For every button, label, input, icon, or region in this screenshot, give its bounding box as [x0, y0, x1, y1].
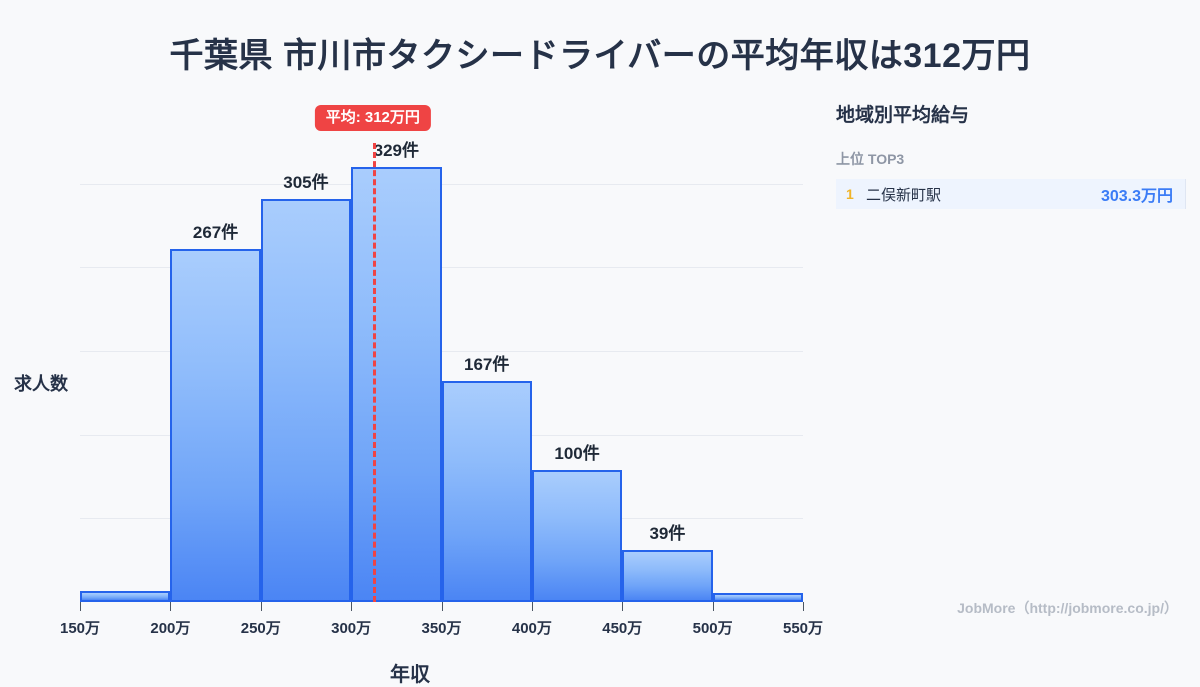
histogram-chart: 求人数 267件 305件 329件 167件 100件 39件 150万 200万 250万 3… — [0, 90, 823, 686]
histogram-bar — [80, 591, 171, 602]
y-axis-label: 求人数 — [14, 374, 68, 394]
average-line — [372, 143, 376, 602]
x-axis-tick-label: 350万 — [421, 620, 462, 637]
rank-station-name: 二俣新町駅 — [866, 186, 942, 204]
x-axis-tick-label: 250万 — [240, 620, 281, 637]
x-axis-tick — [260, 602, 262, 611]
bar-value-label: 329件 — [373, 141, 419, 161]
region-salary-panel: 地域別平均給与 上位 TOP3 1 二俣新町駅 303.3万円 — [836, 100, 1186, 209]
x-axis-tick — [170, 602, 172, 611]
x-axis-tick-label: 150万 — [59, 620, 101, 637]
panel-title: 地域別平均給与 — [836, 105, 970, 126]
bar-value-label: 305件 — [283, 173, 329, 193]
x-axis-tick — [351, 602, 353, 611]
average-badge: 平均: 312万円 — [314, 105, 431, 131]
histogram-bar — [441, 381, 532, 602]
histogram-bar — [260, 199, 352, 602]
histogram-bar — [622, 550, 713, 602]
gridline — [80, 183, 803, 185]
rank-row[interactable]: 1 二俣新町駅 303.3万円 — [836, 179, 1186, 209]
x-axis-tick — [622, 602, 624, 611]
x-axis-tick-label: 200万 — [150, 620, 191, 637]
rank-list: 1 二俣新町駅 303.3万円 — [836, 179, 1186, 209]
panel-subtitle: 上位 TOP3 — [836, 151, 905, 167]
x-axis-tick — [712, 602, 714, 611]
gridline — [80, 267, 803, 269]
rank-number: 1 — [846, 186, 854, 202]
plot-area: 267件 305件 329件 167件 100件 39件 150万 200万 250万 300万 3… — [60, 100, 823, 637]
footer-attribution: JobMore（http://jobmore.co.jp/） — [957, 600, 1178, 616]
x-axis-label: 年収 — [390, 664, 430, 686]
histogram-bar — [712, 592, 803, 602]
histogram-bar — [170, 249, 261, 602]
x-axis-tick-label: 450万 — [602, 620, 643, 637]
x-axis-tick-label: 400万 — [511, 620, 552, 637]
bar-value-label: 100件 — [554, 443, 600, 463]
x-axis-tick — [441, 602, 443, 611]
infographic-page: 千葉県 市川市タクシードライバーの平均年収は312万円 求人数 267件 305件… — [0, 37, 1186, 686]
x-axis-tick-label: 500万 — [692, 620, 733, 637]
page-title: 千葉県 市川市タクシードライバーの平均年収は312万円 — [169, 37, 1031, 75]
histogram-bar — [531, 469, 623, 602]
x-axis-tick — [531, 602, 533, 611]
x-axis-tick — [80, 602, 81, 611]
bar-value-label: 39件 — [649, 524, 686, 544]
x-axis-tick-label: 300万 — [331, 620, 372, 637]
histogram-bar — [351, 167, 442, 602]
x-axis-tick-label: 550万 — [782, 620, 824, 637]
rank-salary-value: 303.3万円 — [1100, 188, 1173, 205]
gridline — [80, 351, 803, 352]
bar-value-label: 167件 — [464, 355, 510, 375]
x-axis-tick — [803, 602, 804, 611]
bar-value-label: 267件 — [192, 223, 239, 243]
